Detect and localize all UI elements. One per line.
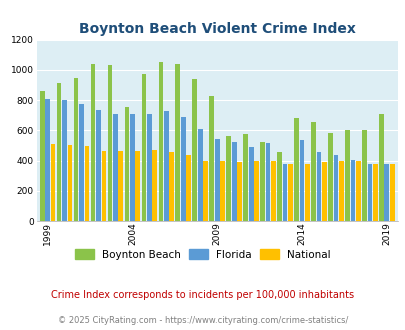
Bar (169, 151, 174, 221)
Bar (282, 164, 287, 221)
Bar (237, 162, 241, 221)
Bar (294, 118, 298, 221)
Bar (101, 151, 106, 221)
Bar (304, 164, 309, 221)
Bar (220, 161, 224, 221)
Bar (79, 104, 84, 221)
Bar (378, 114, 383, 221)
Bar (130, 114, 134, 221)
Bar (248, 147, 253, 221)
Bar (96, 110, 100, 221)
Bar (277, 151, 281, 221)
Bar (310, 122, 315, 221)
Bar (62, 100, 67, 221)
Bar (355, 161, 360, 221)
Text: Crime Index corresponds to incidents per 100,000 inhabitants: Crime Index corresponds to incidents per… (51, 290, 354, 300)
Bar (203, 161, 207, 221)
Bar (90, 64, 95, 221)
Bar (367, 164, 371, 221)
Bar (316, 151, 321, 221)
Bar (299, 140, 304, 221)
Bar (175, 64, 180, 221)
Bar (124, 107, 129, 221)
Bar (164, 111, 168, 221)
Bar (118, 151, 123, 221)
Bar (254, 161, 258, 221)
Bar (40, 91, 45, 221)
Bar (243, 134, 247, 221)
Bar (192, 79, 197, 221)
Title: Boynton Beach Violent Crime Index: Boynton Beach Violent Crime Index (79, 22, 355, 36)
Bar (57, 83, 61, 221)
Bar (197, 129, 202, 221)
Bar (260, 143, 264, 221)
Bar (214, 139, 219, 221)
Bar (158, 62, 163, 221)
Bar (226, 136, 230, 221)
Bar (321, 162, 326, 221)
Bar (333, 155, 337, 221)
Bar (67, 146, 72, 221)
Bar (181, 117, 185, 221)
Bar (152, 150, 157, 221)
Bar (344, 130, 349, 221)
Text: © 2025 CityRating.com - https://www.cityrating.com/crime-statistics/: © 2025 CityRating.com - https://www.city… (58, 316, 347, 325)
Bar (135, 151, 140, 221)
Bar (271, 161, 275, 221)
Bar (45, 99, 50, 221)
Bar (338, 161, 343, 221)
Bar (288, 164, 292, 221)
Bar (51, 144, 55, 221)
Bar (389, 164, 394, 221)
Bar (141, 74, 146, 221)
Bar (327, 133, 332, 221)
Bar (361, 130, 366, 221)
Bar (186, 155, 191, 221)
Bar (372, 164, 377, 221)
Bar (107, 65, 112, 221)
Legend: Boynton Beach, Florida, National: Boynton Beach, Florida, National (70, 245, 335, 264)
Bar (231, 143, 236, 221)
Bar (74, 78, 78, 221)
Bar (350, 160, 354, 221)
Bar (265, 143, 270, 221)
Bar (113, 114, 117, 221)
Bar (84, 146, 89, 221)
Bar (147, 114, 151, 221)
Bar (384, 164, 388, 221)
Bar (209, 96, 213, 221)
